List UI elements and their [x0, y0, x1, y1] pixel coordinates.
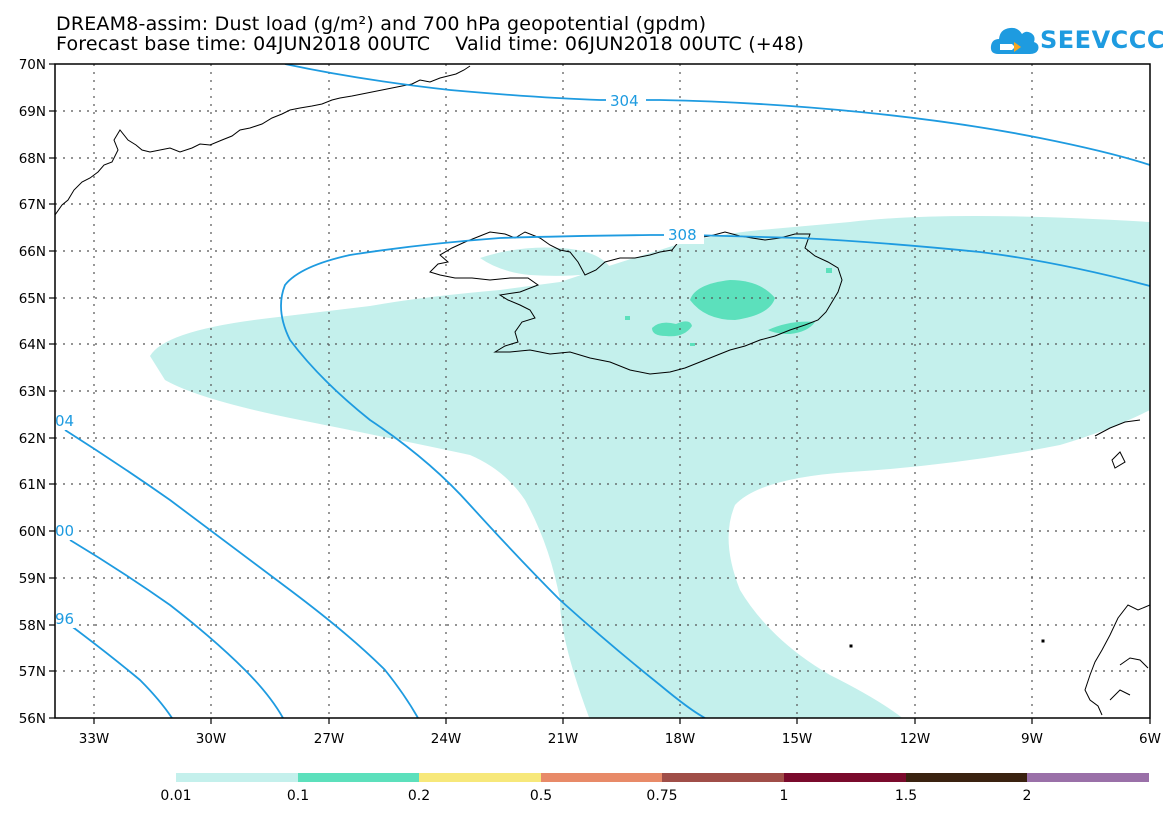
- dust-spot-2: [826, 268, 832, 273]
- logo-text: SEEVCCC: [1040, 26, 1165, 54]
- lat-label: 60N: [19, 524, 46, 540]
- dust-area-mid-3: [768, 321, 815, 334]
- map-title: DREAM8-assim: Dust load (g/m²) and 700 h…: [56, 13, 707, 35]
- contour-label-300: 00: [55, 522, 74, 540]
- colorbar-label: 0.75: [646, 788, 677, 804]
- tick-marks: [49, 63, 1151, 724]
- colorbar: 0.01 0.1 0.2 0.5 0.75 1 1.5 2: [160, 773, 1149, 804]
- lon-label: 18W: [665, 731, 696, 747]
- colorbar-segment: [298, 773, 419, 782]
- lat-label: 66N: [19, 244, 46, 260]
- contour-304-north: [284, 64, 1150, 166]
- greenland-coast: [55, 65, 471, 216]
- lon-label: 27W: [314, 731, 345, 747]
- colorbar-segment: [176, 773, 298, 782]
- colorbar-label: 0.1: [287, 788, 309, 804]
- dust-area-mid-2: [652, 321, 692, 337]
- lon-label: 6W: [1139, 731, 1161, 747]
- lat-label: 59N: [19, 571, 46, 587]
- contour-label-304: 304: [610, 92, 639, 110]
- colorbar-segment: [906, 773, 1027, 782]
- lat-label: 62N: [19, 431, 46, 447]
- contour-308: [280, 234, 1150, 718]
- map-plot-area: 304 308 04 00 96: [55, 64, 1150, 718]
- lat-label: 69N: [19, 104, 46, 120]
- dust-area-low: [150, 216, 1150, 718]
- lat-label: 70N: [19, 57, 46, 73]
- colorbar-label: 0.2: [408, 788, 430, 804]
- dust-spot: [625, 316, 630, 320]
- lon-label: 9W: [1021, 731, 1043, 747]
- colorbar-segment: [784, 773, 906, 782]
- contour-304-south: [64, 429, 419, 718]
- contour-label-308: 308: [668, 226, 697, 244]
- dust-area-west: [480, 247, 612, 276]
- lat-label: 57N: [19, 664, 46, 680]
- lat-label: 64N: [19, 337, 46, 353]
- lon-label: 30W: [196, 731, 227, 747]
- iceland-coast: [429, 231, 843, 375]
- lon-label: 12W: [900, 731, 931, 747]
- lat-label: 63N: [19, 384, 46, 400]
- contour-300: [69, 539, 284, 718]
- lat-label: 68N: [19, 151, 46, 167]
- contour-296: [69, 624, 173, 718]
- colorbar-label: 1.5: [895, 788, 917, 804]
- lon-label: 21W: [548, 731, 579, 747]
- scotland-coast: [1084, 604, 1150, 716]
- lon-label: 33W: [79, 731, 110, 747]
- lon-label: 15W: [782, 731, 813, 747]
- faroe-coast: [1094, 419, 1141, 469]
- colorbar-segment: [541, 773, 662, 782]
- seevccc-logo: SEEVCCC: [990, 20, 1170, 60]
- colorbar-label: 1: [780, 788, 789, 804]
- longitude-labels: 33W 30W 27W 24W 21W 18W 15W 12W 9W 6W: [79, 731, 1161, 747]
- geopotential-contours: [64, 64, 1150, 718]
- lat-label: 58N: [19, 618, 46, 634]
- lat-label: 67N: [19, 197, 46, 213]
- contour-label-304-left: 04: [55, 412, 74, 430]
- cloud-icon: [990, 27, 1039, 54]
- colorbar-segment: [1027, 773, 1149, 782]
- map-subtitle-times: Forecast base time: 04JUN2018 00UTC Vali…: [56, 33, 805, 55]
- latitude-labels: 70N 69N 68N 67N 66N 65N 64N 63N 62N 61N …: [19, 57, 46, 727]
- colorbar-label: 2: [1023, 788, 1032, 804]
- lat-label: 56N: [19, 711, 46, 727]
- colorbar-label: 0.5: [530, 788, 552, 804]
- lat-label: 65N: [19, 291, 46, 307]
- contour-label-296: 96: [55, 610, 74, 628]
- colorbar-segment: [662, 773, 784, 782]
- colorbar-label: 0.01: [160, 788, 191, 804]
- lon-label: 24W: [431, 731, 462, 747]
- dust-spot-3: [690, 343, 695, 346]
- lat-label: 61N: [19, 477, 46, 493]
- colorbar-segment: [419, 773, 541, 782]
- coastlines: [55, 65, 1150, 716]
- dust-area-mid-1: [690, 280, 775, 320]
